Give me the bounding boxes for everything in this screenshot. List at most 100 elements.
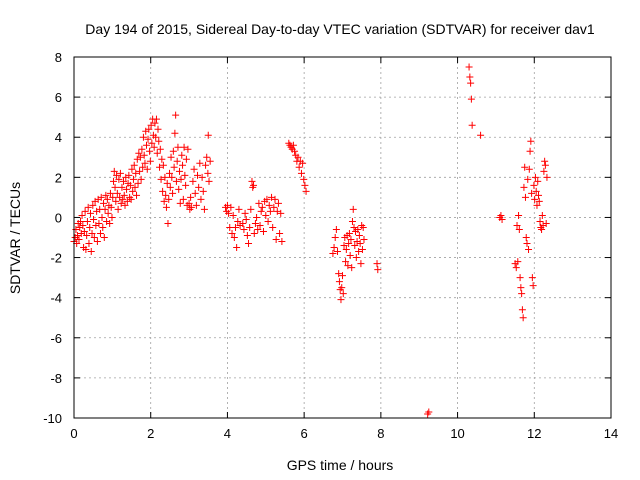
data-point xyxy=(351,242,359,250)
data-point xyxy=(467,79,475,87)
data-points xyxy=(70,63,551,418)
data-point xyxy=(523,240,531,248)
data-point xyxy=(113,189,121,197)
plot-frame xyxy=(73,56,612,419)
data-point xyxy=(258,203,266,211)
data-point xyxy=(145,125,153,133)
data-point xyxy=(536,217,544,225)
data-point xyxy=(154,125,162,133)
data-point xyxy=(345,240,353,248)
data-point xyxy=(332,225,340,233)
data-point xyxy=(90,234,98,241)
x-tick-label: 0 xyxy=(70,426,77,441)
data-point xyxy=(301,181,309,189)
data-point xyxy=(106,219,114,227)
data-point xyxy=(100,199,108,207)
data-point xyxy=(262,211,270,219)
data-point xyxy=(254,225,262,233)
data-point xyxy=(529,282,537,290)
x-tick-label: 12 xyxy=(527,426,541,441)
data-point xyxy=(172,177,180,185)
data-point xyxy=(514,258,522,266)
data-point xyxy=(276,229,284,237)
data-point xyxy=(110,167,118,175)
data-point xyxy=(148,139,156,147)
data-point xyxy=(342,246,350,254)
data-point xyxy=(179,195,187,203)
x-tick-label: 14 xyxy=(604,426,618,441)
data-point xyxy=(373,260,381,268)
data-point xyxy=(146,147,154,155)
data-point xyxy=(128,165,136,173)
data-point xyxy=(228,229,236,237)
grid-lines xyxy=(74,57,611,418)
data-point xyxy=(347,236,355,244)
data-point xyxy=(190,165,198,173)
data-point xyxy=(171,129,179,137)
data-point xyxy=(513,221,521,229)
data-point xyxy=(102,191,110,199)
y-tick-label: 6 xyxy=(55,90,62,105)
data-point xyxy=(197,195,205,203)
x-tick-label: 10 xyxy=(450,426,464,441)
data-point xyxy=(525,246,533,254)
data-point xyxy=(264,217,272,225)
y-tick-label: -2 xyxy=(50,251,62,266)
data-point xyxy=(195,183,203,191)
data-point xyxy=(521,193,529,201)
data-point xyxy=(340,242,348,250)
data-point xyxy=(169,147,177,155)
data-point xyxy=(535,197,543,205)
data-point xyxy=(194,171,202,179)
data-point xyxy=(73,231,81,239)
data-point xyxy=(187,193,195,201)
data-point xyxy=(233,244,241,252)
data-point xyxy=(163,179,171,187)
data-point xyxy=(159,161,167,169)
data-point xyxy=(182,155,190,163)
data-point xyxy=(339,272,346,280)
data-point xyxy=(84,203,92,211)
data-point xyxy=(134,179,142,187)
data-point xyxy=(518,290,526,298)
data-point xyxy=(515,225,523,233)
data-point xyxy=(515,211,523,219)
x-axis-label: GPS time / hours xyxy=(287,457,394,473)
data-point xyxy=(250,229,258,237)
data-point xyxy=(82,246,90,254)
data-point xyxy=(342,258,350,266)
data-point xyxy=(162,203,170,211)
data-point xyxy=(117,199,125,207)
data-point xyxy=(519,314,527,322)
data-point xyxy=(179,161,187,169)
data-point xyxy=(170,163,178,171)
data-point xyxy=(533,201,541,209)
data-point xyxy=(231,223,239,231)
data-point xyxy=(338,284,346,292)
data-point xyxy=(346,252,354,260)
data-point xyxy=(270,203,278,211)
data-point xyxy=(271,195,279,203)
data-point xyxy=(176,199,184,207)
data-point xyxy=(141,159,149,167)
data-point xyxy=(114,205,122,213)
data-point xyxy=(531,195,539,203)
data-point xyxy=(182,181,190,189)
data-point xyxy=(530,181,538,189)
data-point xyxy=(360,236,368,244)
data-point xyxy=(356,240,364,248)
data-point xyxy=(139,163,147,171)
x-axis-tick-labels: 0 2 4 6 8 10 12 14 xyxy=(70,426,618,441)
data-point xyxy=(206,157,214,165)
data-point xyxy=(205,177,213,185)
data-point xyxy=(158,155,166,163)
data-point xyxy=(174,143,182,151)
data-point xyxy=(152,133,160,141)
data-point xyxy=(512,264,520,272)
y-tick-label: -8 xyxy=(50,371,62,386)
data-point xyxy=(165,195,173,203)
data-point xyxy=(242,215,250,223)
data-point xyxy=(525,165,533,173)
data-point xyxy=(534,177,542,185)
data-point xyxy=(289,141,297,149)
